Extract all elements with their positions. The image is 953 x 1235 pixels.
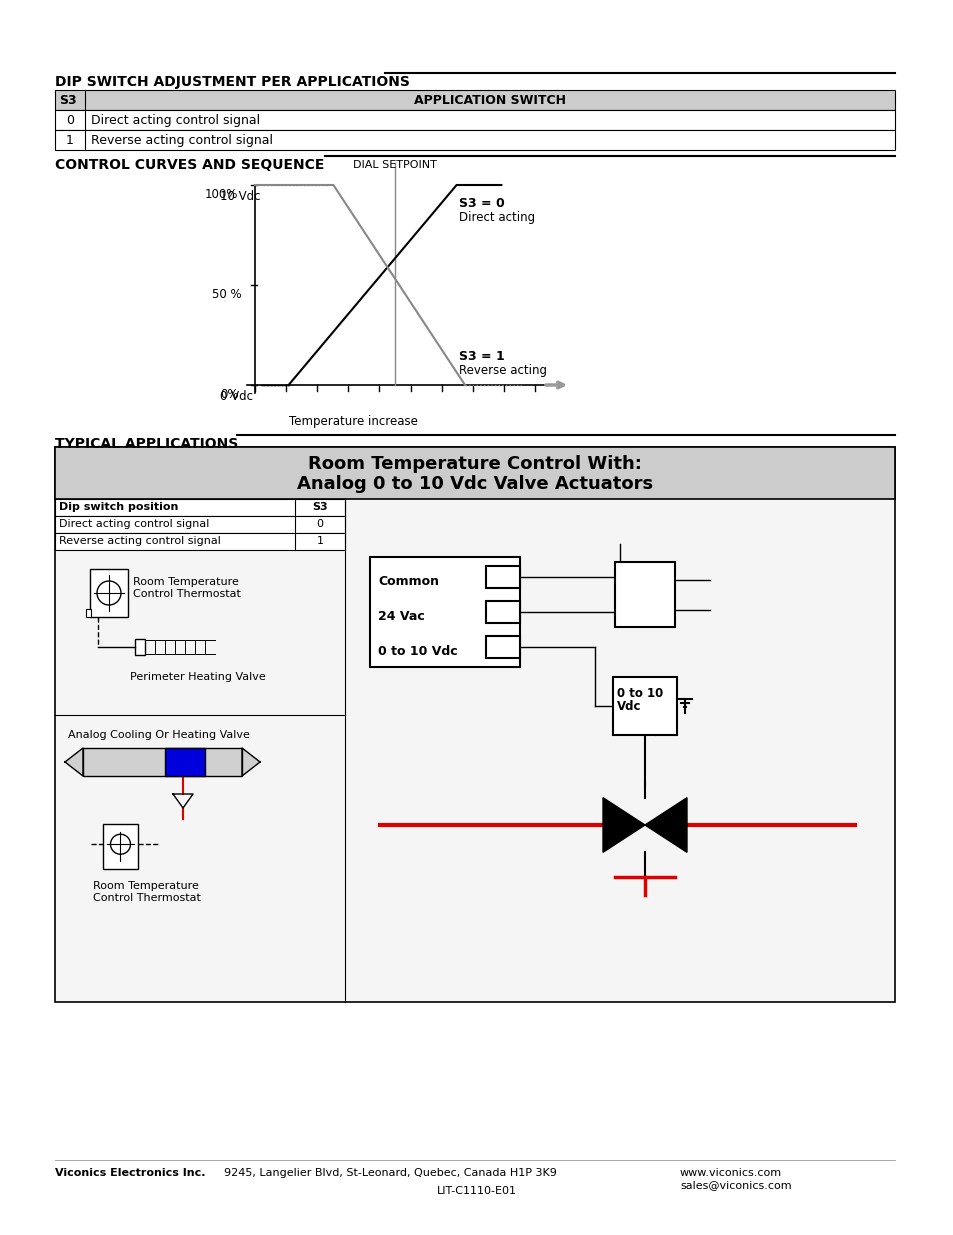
Text: 10 Vdc: 10 Vdc — [220, 190, 260, 203]
Text: S3: S3 — [59, 94, 76, 107]
Text: 0 to 10 Vdc: 0 to 10 Vdc — [377, 645, 457, 658]
Text: S3 = 0: S3 = 0 — [459, 198, 505, 210]
Text: 4: 4 — [497, 604, 508, 622]
Text: 50 %: 50 % — [212, 288, 241, 301]
Text: S3 = 1: S3 = 1 — [459, 350, 505, 363]
Text: Direct acting control signal: Direct acting control signal — [91, 114, 260, 127]
Text: 0: 0 — [316, 519, 323, 529]
Text: Reverse acting: Reverse acting — [459, 364, 547, 377]
Bar — [55, 534, 345, 550]
Bar — [55, 499, 345, 516]
Text: Control Thermostat: Control Thermostat — [132, 589, 240, 599]
Bar — [83, 748, 242, 776]
Text: 0: 0 — [66, 114, 74, 127]
Bar — [55, 447, 894, 1002]
Text: Direct acting control signal: Direct acting control signal — [59, 519, 209, 529]
Text: TYPICAL APPLICATIONS: TYPICAL APPLICATIONS — [55, 437, 238, 451]
Text: 0 to 10: 0 to 10 — [617, 687, 662, 700]
Text: Analog Cooling Or Heating Valve: Analog Cooling Or Heating Valve — [68, 730, 250, 740]
Text: Temperature increase: Temperature increase — [288, 415, 417, 429]
Text: 0%: 0% — [220, 388, 238, 401]
Polygon shape — [644, 798, 686, 852]
Text: 24 Vac: 24 Vac — [377, 610, 424, 622]
Text: Room Temperature Control With:: Room Temperature Control With: — [308, 454, 641, 473]
Bar — [55, 447, 894, 499]
Bar — [90, 569, 128, 618]
Bar — [165, 748, 205, 776]
Bar — [55, 110, 894, 130]
Bar — [86, 609, 91, 618]
Bar — [613, 677, 677, 735]
Bar — [55, 516, 345, 534]
Text: Reverse acting control signal: Reverse acting control signal — [59, 536, 221, 546]
Bar — [615, 562, 675, 627]
Polygon shape — [242, 748, 260, 776]
Text: Control Thermostat: Control Thermostat — [92, 893, 201, 903]
Text: Analog 0 to 10 Vdc Valve Actuators: Analog 0 to 10 Vdc Valve Actuators — [296, 475, 653, 493]
Text: 9245, Langelier Blvd, St-Leonard, Quebec, Canada H1P 3K9: 9245, Langelier Blvd, St-Leonard, Quebec… — [216, 1168, 557, 1178]
Text: DIP SWITCH ADJUSTMENT PER APPLICATIONS: DIP SWITCH ADJUSTMENT PER APPLICATIONS — [55, 75, 410, 89]
Text: APPLICATION SWITCH: APPLICATION SWITCH — [414, 94, 565, 107]
Text: 0 Vdc: 0 Vdc — [220, 390, 253, 403]
Text: LIT-C1110-E01: LIT-C1110-E01 — [436, 1186, 517, 1195]
Text: 5: 5 — [497, 638, 508, 657]
Text: Dip switch position: Dip switch position — [59, 501, 178, 513]
Text: 1: 1 — [316, 536, 323, 546]
Text: 3: 3 — [497, 569, 508, 587]
Text: Room Temperature: Room Temperature — [92, 881, 198, 890]
Bar — [135, 638, 145, 655]
Text: Vdc: Vdc — [617, 700, 640, 713]
Text: 100%: 100% — [205, 188, 238, 201]
Text: Viconics Electronics Inc.: Viconics Electronics Inc. — [55, 1168, 205, 1178]
Text: Room Temperature: Room Temperature — [132, 577, 238, 587]
Polygon shape — [65, 748, 83, 776]
Text: Reverse acting control signal: Reverse acting control signal — [91, 135, 273, 147]
Bar — [103, 824, 138, 869]
Bar — [485, 636, 519, 658]
Bar — [55, 90, 894, 110]
Text: DIAL SETPOINT: DIAL SETPOINT — [353, 161, 436, 170]
Bar — [370, 557, 519, 667]
Bar — [485, 566, 519, 588]
Text: www.viconics.com
sales@viconics.com: www.viconics.com sales@viconics.com — [679, 1168, 791, 1189]
Text: 1: 1 — [66, 135, 74, 147]
Text: Direct acting: Direct acting — [459, 211, 535, 224]
Bar — [55, 130, 894, 149]
Text: Common: Common — [377, 576, 438, 588]
Text: S3: S3 — [312, 501, 328, 513]
Text: Perimeter Heating Valve: Perimeter Heating Valve — [130, 672, 266, 682]
Bar — [485, 601, 519, 622]
Text: CONTROL CURVES AND SEQUENCE: CONTROL CURVES AND SEQUENCE — [55, 158, 324, 172]
Polygon shape — [602, 798, 644, 852]
